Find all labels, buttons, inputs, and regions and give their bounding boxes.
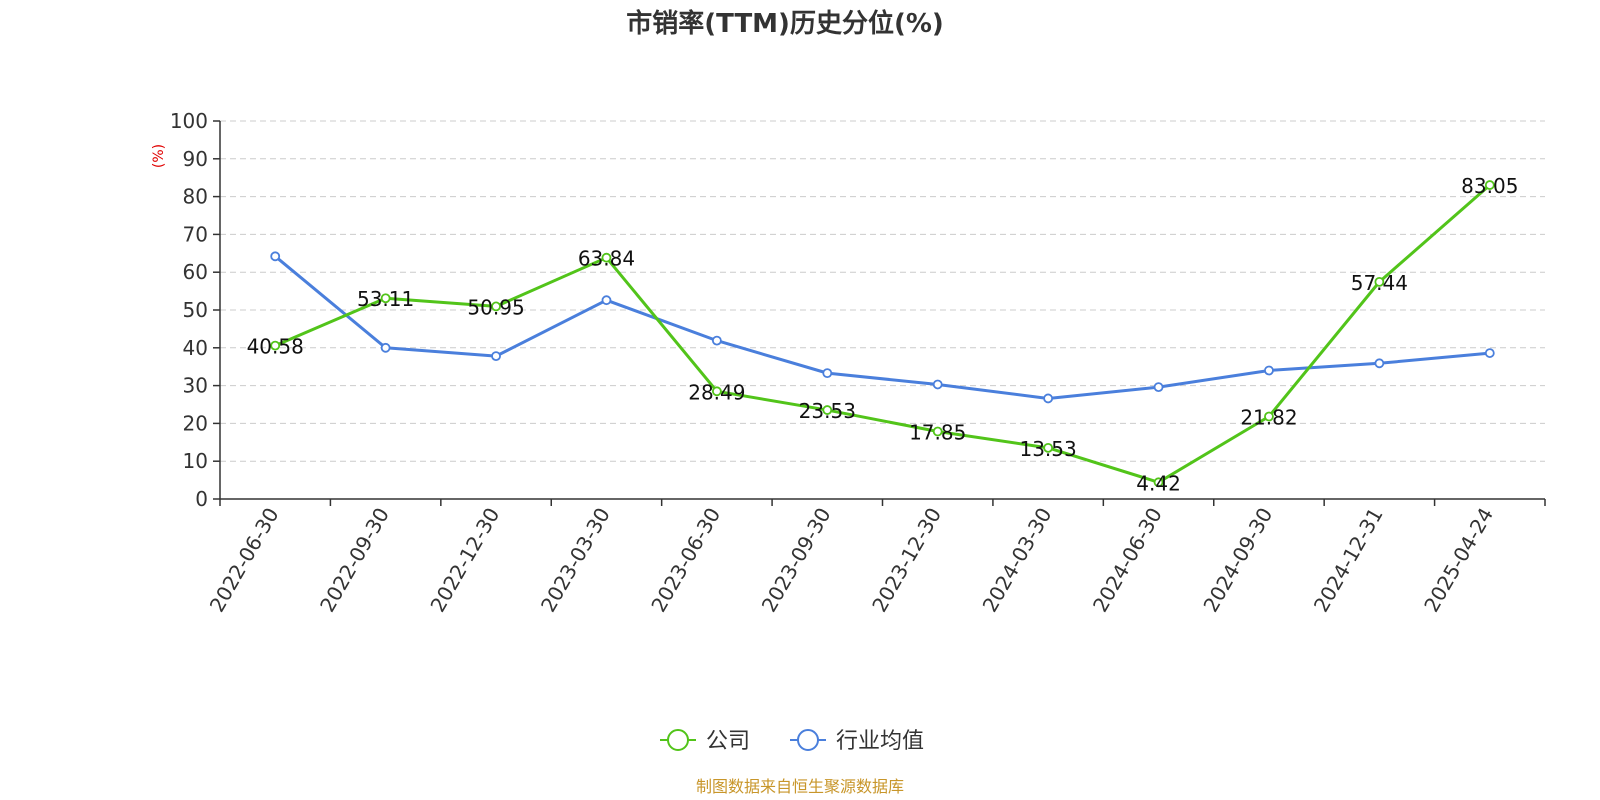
- y-tick-label: 90: [183, 147, 208, 171]
- series-point-0: [822, 405, 833, 415]
- series-point-0: [711, 386, 722, 397]
- legend-item-0[interactable]: 公司: [660, 729, 750, 754]
- series-point-0: [932, 426, 943, 437]
- x-tick-label: 2022-09-30: [315, 504, 394, 617]
- y-tick-label: 10: [183, 449, 208, 473]
- series-lines: [270, 180, 1495, 488]
- y-tick-label: 40: [183, 336, 208, 360]
- y-tick-label: 70: [183, 222, 208, 246]
- series-point-0: [1264, 411, 1274, 422]
- legend-marker: [797, 729, 819, 751]
- y-tick-label: 100: [170, 109, 208, 133]
- x-tick-label: 2022-12-30: [425, 504, 504, 617]
- x-tick-label: 2025-04-24: [1419, 504, 1498, 617]
- x-tick-label: 2024-09-30: [1198, 504, 1277, 617]
- series-point-0: [1153, 477, 1164, 488]
- series-point-0: [380, 293, 391, 304]
- series-point-1: [1374, 358, 1385, 369]
- series-point-1: [822, 368, 833, 379]
- series-point-1: [380, 342, 391, 353]
- series-point-1: [1484, 348, 1495, 358]
- data-label: 63.84: [578, 247, 635, 271]
- data-label: 28.49: [688, 380, 745, 404]
- x-tick-label: 2024-06-30: [1088, 504, 1167, 617]
- series-line-1: [274, 255, 1490, 400]
- y-tick-label: 50: [183, 298, 208, 322]
- series-point-0: [601, 252, 612, 263]
- series-point-0: [1374, 276, 1385, 287]
- data-label: 40.58: [247, 335, 304, 359]
- x-tick-label: 2023-03-30: [536, 504, 615, 617]
- data-label: 23.53: [799, 399, 856, 423]
- series-point-1: [932, 379, 943, 390]
- x-tick-label: 2022-06-30: [205, 504, 284, 617]
- legend-marker: [667, 729, 689, 751]
- x-tick-label: 2023-09-30: [757, 504, 836, 617]
- axes: 0 10 20 30 40 50 60 70 80 90 100 2022-06-30 2022-09-…: [170, 109, 1546, 617]
- grid-lines: [220, 120, 1545, 462]
- source-note: 制图数据来自恒生聚源数据库: [696, 777, 904, 796]
- data-labels: 40.58 53.11 50.95 63.84 28.49 23.53 17.85 13.53…: [247, 174, 1519, 495]
- series-point-1: [711, 335, 722, 346]
- series-line-0: [274, 183, 1491, 484]
- data-label: 83.05: [1461, 174, 1518, 198]
- series-point-1: [270, 251, 281, 262]
- data-label: 50.95: [467, 295, 524, 319]
- data-label: 21.82: [1240, 406, 1297, 430]
- series-point-1: [1264, 365, 1274, 376]
- series-point-0: [270, 340, 281, 351]
- legend-label: 公司: [706, 729, 750, 754]
- chart-title: 市销率(TTM)历史分位(%): [626, 8, 944, 39]
- y-tick-label: 60: [183, 260, 208, 284]
- x-tick-label: 2023-12-30: [867, 504, 946, 617]
- x-tick-label: 2024-12-31: [1309, 504, 1388, 617]
- series-point-0: [1484, 180, 1495, 190]
- series-point-0: [1043, 442, 1054, 453]
- series-point-1: [601, 295, 612, 306]
- legend[interactable]: 公司 行业均值: [660, 729, 924, 754]
- data-label: 13.53: [1019, 437, 1076, 461]
- x-tick-label: 2023-06-30: [646, 504, 725, 617]
- legend-item-1[interactable]: 行业均值: [790, 729, 924, 754]
- data-label: 17.85: [909, 421, 966, 445]
- y-tick-label: 20: [183, 411, 208, 435]
- y-tick-label: 0: [195, 487, 208, 511]
- series-point-1: [491, 351, 501, 362]
- data-label: 57.44: [1351, 271, 1408, 295]
- y-tick-label: 80: [183, 185, 208, 209]
- series-point-1: [1043, 393, 1054, 404]
- series-point-0: [491, 301, 501, 312]
- x-tick-label: 2024-03-30: [978, 504, 1057, 617]
- data-label: 4.42: [1136, 471, 1181, 495]
- series-point-1: [1153, 382, 1164, 393]
- y-axis-unit-label: (%): [151, 144, 167, 168]
- y-tick-label: 30: [183, 374, 208, 398]
- legend-label: 行业均值: [836, 729, 924, 754]
- data-label: 53.11: [357, 287, 414, 311]
